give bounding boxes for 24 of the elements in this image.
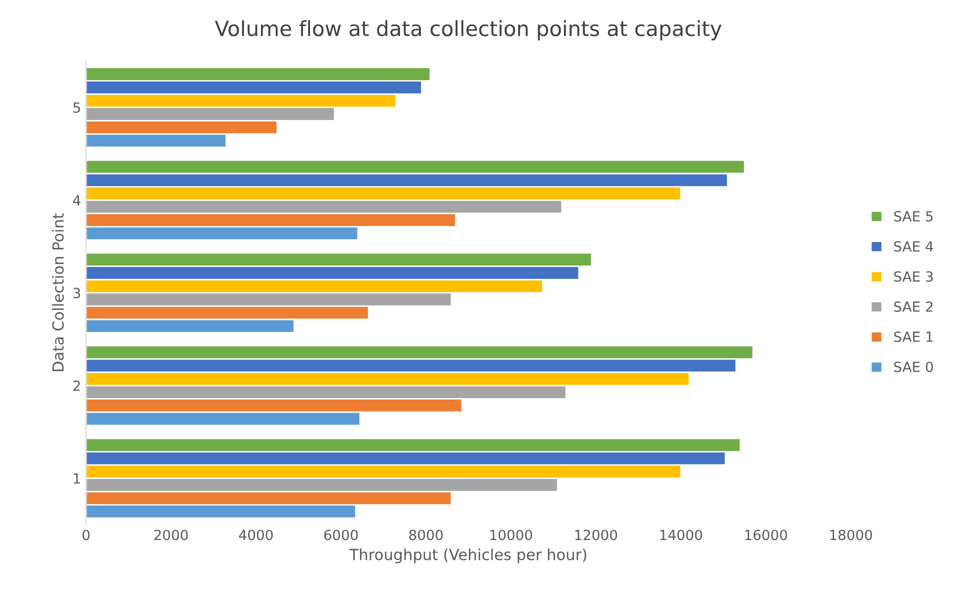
x-tick-label: 0 xyxy=(82,530,90,540)
y-tick-label: 4 xyxy=(73,195,80,206)
x-tick-label: 6000 xyxy=(324,530,358,540)
x-axis-title: Throughput (Vehicles per hour) xyxy=(349,548,586,564)
x-tick-label: 18000 xyxy=(830,530,872,540)
y-tick-label: 3 xyxy=(73,288,80,298)
legend-label: SAE 2 xyxy=(894,301,932,312)
legend-label: SAE 5 xyxy=(894,211,933,222)
x-tick-label: 8000 xyxy=(409,530,443,540)
legend-label: SAE 3 xyxy=(894,271,933,282)
x-tick-label: 14000 xyxy=(660,530,702,540)
x-tick-label: 12000 xyxy=(575,530,618,540)
y-tick-label: 5 xyxy=(73,102,80,113)
x-tick-label: 4000 xyxy=(239,530,273,540)
y-tick-label: 2 xyxy=(73,380,80,391)
legend-label: SAE 1 xyxy=(894,331,933,342)
legend-label: SAE 4 xyxy=(894,241,934,252)
x-tick-label: 16000 xyxy=(745,530,788,540)
y-axis-title: Data Collection Point xyxy=(52,213,64,372)
legend-label: SAE 0 xyxy=(894,362,933,372)
chart-title: Volume flow at data collection points at capacity xyxy=(214,20,722,40)
x-tick-label: 2000 xyxy=(154,530,188,540)
y-tick-label: 1 xyxy=(74,473,80,484)
x-tick-label: 10000 xyxy=(490,530,532,540)
